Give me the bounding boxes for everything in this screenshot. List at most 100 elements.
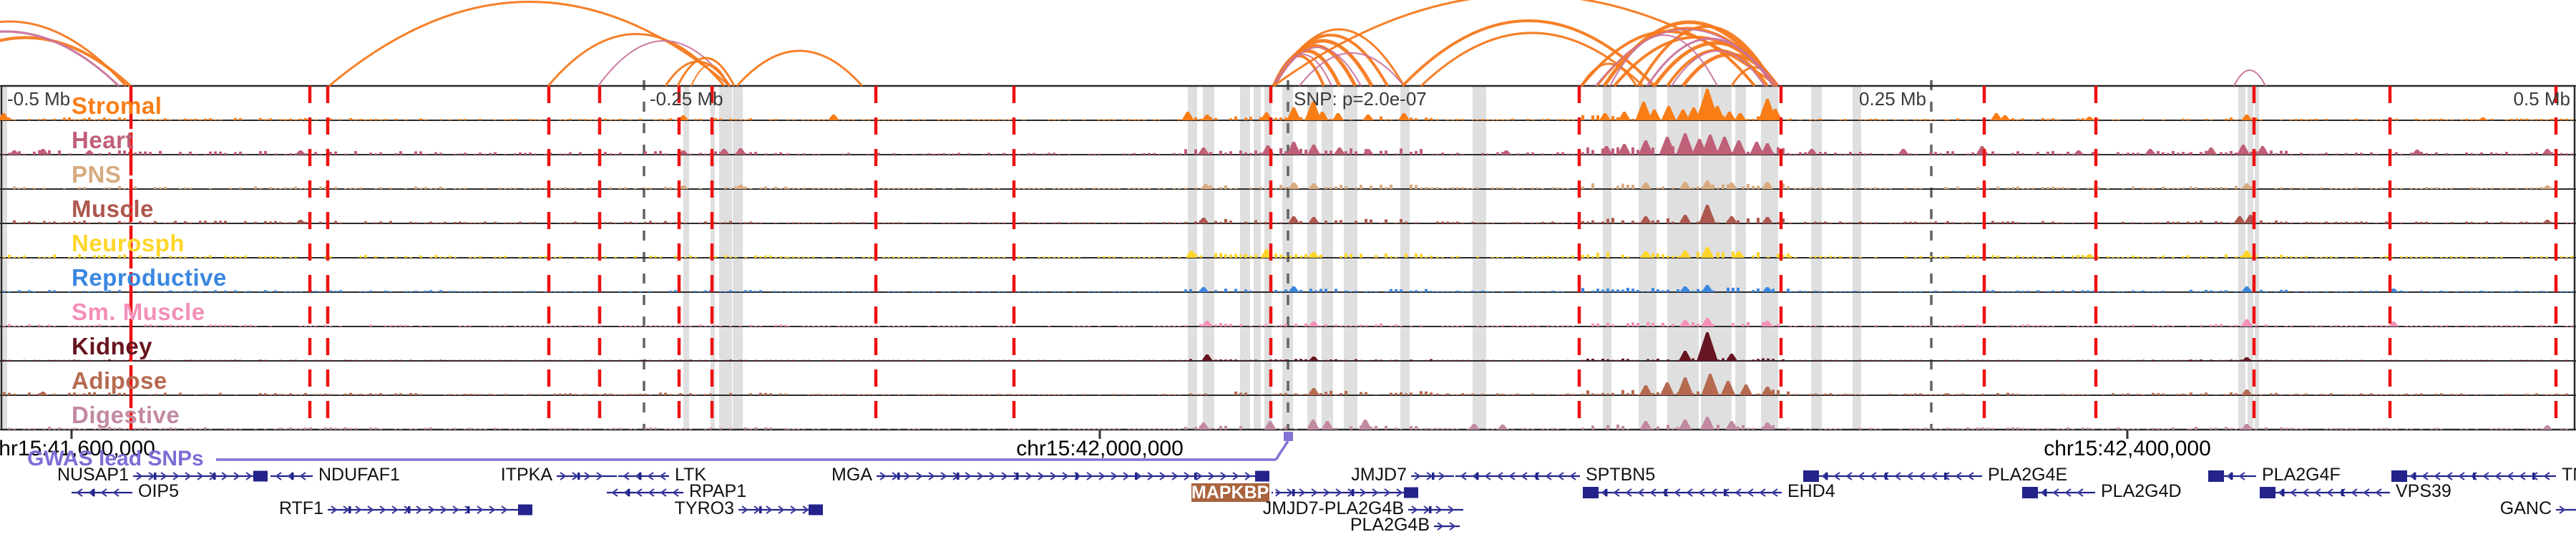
- interaction-arc: [1646, 37, 1775, 87]
- track-label-sm-muscle: Sm. Muscle: [72, 299, 205, 325]
- gene-label-rpap1: RPAP1: [689, 481, 747, 501]
- scale-label: -0.25 Mb: [650, 88, 723, 110]
- gene-pla2g4f[interactable]: [2208, 470, 2256, 482]
- gene-label-oip5: OIP5: [138, 481, 179, 501]
- scale-label: -0.5 Mb: [7, 88, 71, 110]
- interaction-arc: [0, 36, 132, 87]
- interaction-arc: [0, 20, 127, 87]
- gene-sptbn5[interactable]: [1455, 472, 1580, 480]
- interaction-arc: [1401, 19, 1656, 87]
- highlighted-gene-mapkbp1[interactable]: MAPKBP1: [1191, 483, 1279, 503]
- gene-rtf1[interactable]: [328, 504, 532, 516]
- gene-label-jmjd7: JMJD7: [1351, 465, 1407, 485]
- gene-label-rtf1: RTF1: [278, 498, 323, 518]
- interaction-arc: [2233, 69, 2266, 87]
- interaction-arc: [1637, 25, 1776, 87]
- track-label-reproductive: Reproductive: [72, 264, 227, 291]
- track-label-pns: PNS: [72, 161, 122, 188]
- gene-label-pla2g4e: PLA2G4E: [1988, 465, 2068, 485]
- gene-ehd4[interactable]: [1583, 487, 1782, 498]
- track-row-digestive[interactable]: [1, 395, 2575, 430]
- signal-noise: [13, 183, 2558, 189]
- track-label-heart: Heart: [72, 127, 134, 153]
- track-row-kidney[interactable]: [1, 326, 2575, 361]
- signal-noise: [3, 321, 2573, 326]
- gene-pla2g4d[interactable]: [2022, 487, 2095, 498]
- coordinate-label: chr15:42,400,000: [2044, 437, 2211, 460]
- gene-vps39[interactable]: [2260, 487, 2390, 498]
- signal-noise: [13, 218, 2573, 223]
- interaction-arc: [1671, 50, 1765, 87]
- track-row-reproductive[interactable]: [1, 258, 2575, 292]
- signal-noise: [3, 146, 2573, 155]
- signal-noise: [3, 358, 2568, 361]
- gene-mga[interactable]: [877, 470, 1269, 482]
- coordinate-label: chr15:42,000,000: [1016, 437, 1184, 460]
- track-row-neurosph[interactable]: [1, 223, 2575, 258]
- gene-mapkbp1[interactable]: [1272, 487, 1418, 498]
- gene-label-pla2g4b: PLA2G4B: [1350, 515, 1430, 535]
- gene-ndufaf1[interactable]: [270, 472, 313, 480]
- track-label-kidney: Kidney: [72, 333, 153, 359]
- gene-pla2g4b[interactable]: [1434, 522, 1460, 531]
- gwas-snp-marker[interactable]: [1284, 432, 1293, 441]
- gene-rpap1[interactable]: [607, 488, 683, 497]
- track-label-muscle: Muscle: [72, 195, 154, 222]
- gene-ganc[interactable]: [2556, 505, 2576, 514]
- track-row-pns[interactable]: [1, 155, 2575, 189]
- gene-label-ganc: GANC: [2499, 498, 2552, 518]
- signal-noise: [3, 287, 2573, 292]
- gene-label-ndufaf1: NDUFAF1: [318, 465, 400, 485]
- coordinate-label: chr15:41,600,000: [0, 437, 155, 460]
- interaction-arc: [1580, 62, 1638, 87]
- track-row-muscle[interactable]: [1, 189, 2575, 223]
- gene-label-itpka: ITPKA: [500, 465, 552, 485]
- track-row-stromal[interactable]: [1, 86, 2575, 120]
- gene-jmjd7-pla2g4b[interactable]: [1408, 505, 1463, 514]
- interaction-arc: [1609, 34, 1718, 87]
- interaction-arc: [691, 64, 729, 87]
- gene-nusap1[interactable]: [133, 470, 268, 482]
- interaction-arc: [597, 40, 731, 87]
- gene-label-ehd4: EHD4: [1787, 481, 1835, 501]
- interaction-arc: [328, 1, 731, 87]
- interaction-arc: [676, 57, 736, 87]
- scale-label: 0.5 Mb: [2513, 88, 2571, 110]
- snp-pvalue-label: SNP: p=2.0e-07: [1294, 88, 1427, 110]
- gene-tyro3[interactable]: [738, 504, 823, 516]
- gene-tm[interactable]: [2391, 470, 2556, 482]
- gene-label-sptbn5: SPTBN5: [1586, 465, 1656, 485]
- gene-label-vps39: VPS39: [2396, 481, 2451, 501]
- gene-label-pla2g4d: PLA2G4D: [2101, 481, 2182, 501]
- gene-jmjd7[interactable]: [1411, 472, 1454, 480]
- gene-oip5[interactable]: [72, 488, 132, 497]
- gene-label-nusap1: NUSAP1: [57, 465, 129, 485]
- gene-label-ltk: LTK: [675, 465, 706, 485]
- track-row-sm-muscle[interactable]: [1, 292, 2575, 326]
- interaction-arc: [1595, 29, 1778, 87]
- gene-label-tyro3: TYRO3: [674, 498, 734, 518]
- track-row-adipose[interactable]: [1, 361, 2575, 395]
- gwas-marker-stem: [1274, 440, 1289, 460]
- signal-noise: [3, 251, 2573, 258]
- interaction-arc: [1420, 32, 1644, 87]
- gene-pla2g4e[interactable]: [1803, 470, 1982, 482]
- gene-label-mga: MGA: [831, 465, 872, 485]
- interaction-arc: [736, 49, 864, 87]
- gene-label-pla2g4f: PLA2G4F: [2262, 465, 2341, 485]
- gene-ltk[interactable]: [618, 472, 669, 480]
- track-label-adipose: Adipose: [72, 367, 167, 394]
- gwas-lead-snps-label: GWAS lead SNPs: [27, 447, 204, 470]
- track-row-heart[interactable]: [1, 120, 2575, 155]
- scale-label: 0.25 Mb: [1859, 88, 1926, 110]
- track-label-stromal: Stromal: [72, 92, 162, 119]
- gene-itpka[interactable]: [557, 472, 617, 480]
- interaction-arc: [0, 30, 120, 87]
- track-label-neurosph: Neurosph: [72, 230, 185, 256]
- gene-label-jmjd7-pla2g4b: JMJD7-PLA2G4B: [1262, 498, 1404, 518]
- gene-label-tm: TM: [2562, 465, 2576, 485]
- track-area-border: [0, 84, 2576, 431]
- interaction-arc: [1273, 54, 1332, 87]
